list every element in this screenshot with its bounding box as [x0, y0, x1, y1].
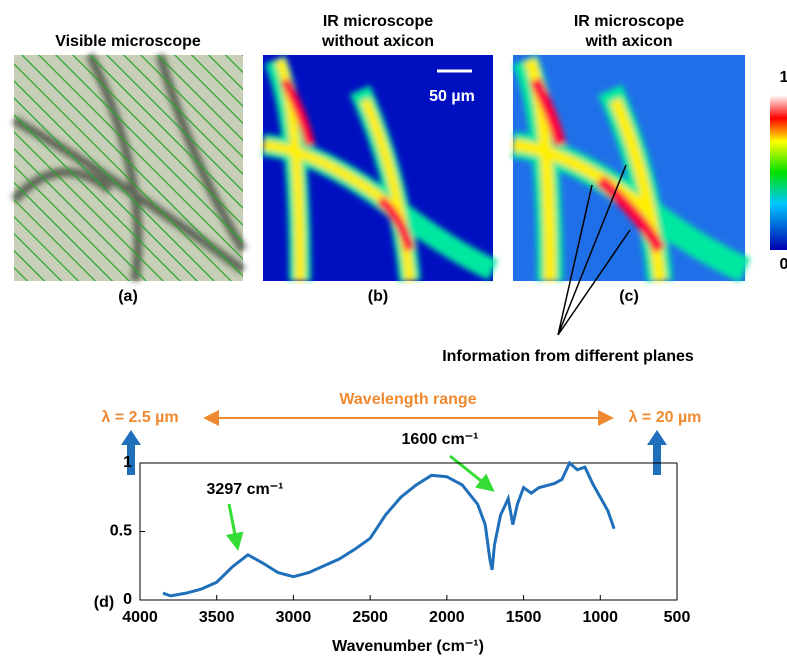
x-tick-label: 3500 — [199, 609, 235, 626]
y-tick-label: 0 — [123, 591, 132, 608]
ir-image — [261, 55, 498, 283]
x-tick-label: 1000 — [582, 609, 618, 626]
y-tick-label: 1 — [123, 454, 132, 471]
panel-title: IR microscope — [323, 13, 433, 30]
annotation: Information from different planes — [442, 348, 694, 365]
x-tick-label: 500 — [664, 609, 691, 626]
peak-label: 3297 cm⁻¹ — [207, 481, 284, 498]
panel-title: with axicon — [584, 33, 672, 50]
ir-image — [511, 55, 751, 283]
y-tick-label: 0.5 — [110, 523, 132, 540]
scale-label: 50 µm — [429, 88, 475, 105]
panel-label: (d) — [94, 594, 114, 611]
colorbar-label: 1 — [780, 69, 787, 86]
peak-arrow — [225, 503, 244, 551]
spectrum-line — [162, 460, 616, 598]
panel-label: (c) — [619, 288, 639, 305]
x-tick-label: 1500 — [506, 609, 542, 626]
peak-label: 1600 cm⁻¹ — [402, 431, 479, 448]
range-label: Wavelength range — [339, 391, 476, 408]
limit-arrow — [121, 430, 141, 475]
colorbar-label: 0 — [780, 256, 787, 273]
panel-label: (b) — [368, 288, 388, 305]
x-tick-label: 3000 — [276, 609, 312, 626]
pointer-lines — [557, 164, 631, 336]
peak-arrow — [449, 454, 495, 492]
panel-title: IR microscope — [574, 13, 684, 30]
visible-image — [10, 53, 247, 282]
limit-arrow — [647, 430, 667, 475]
panel-label: (a) — [118, 288, 138, 305]
x-tick-label: 2500 — [352, 609, 388, 626]
limit-label: λ = 20 µm — [629, 409, 702, 426]
panel-title: Visible microscope — [55, 33, 201, 50]
panel-title: without axicon — [321, 33, 434, 50]
limit-label: λ = 2.5 µm — [101, 409, 178, 426]
x-tick-label: 4000 — [122, 609, 158, 626]
x-axis-title: Wavenumber (cm⁻¹) — [332, 638, 484, 655]
x-tick-label: 2000 — [429, 609, 465, 626]
colorbar — [770, 95, 787, 250]
